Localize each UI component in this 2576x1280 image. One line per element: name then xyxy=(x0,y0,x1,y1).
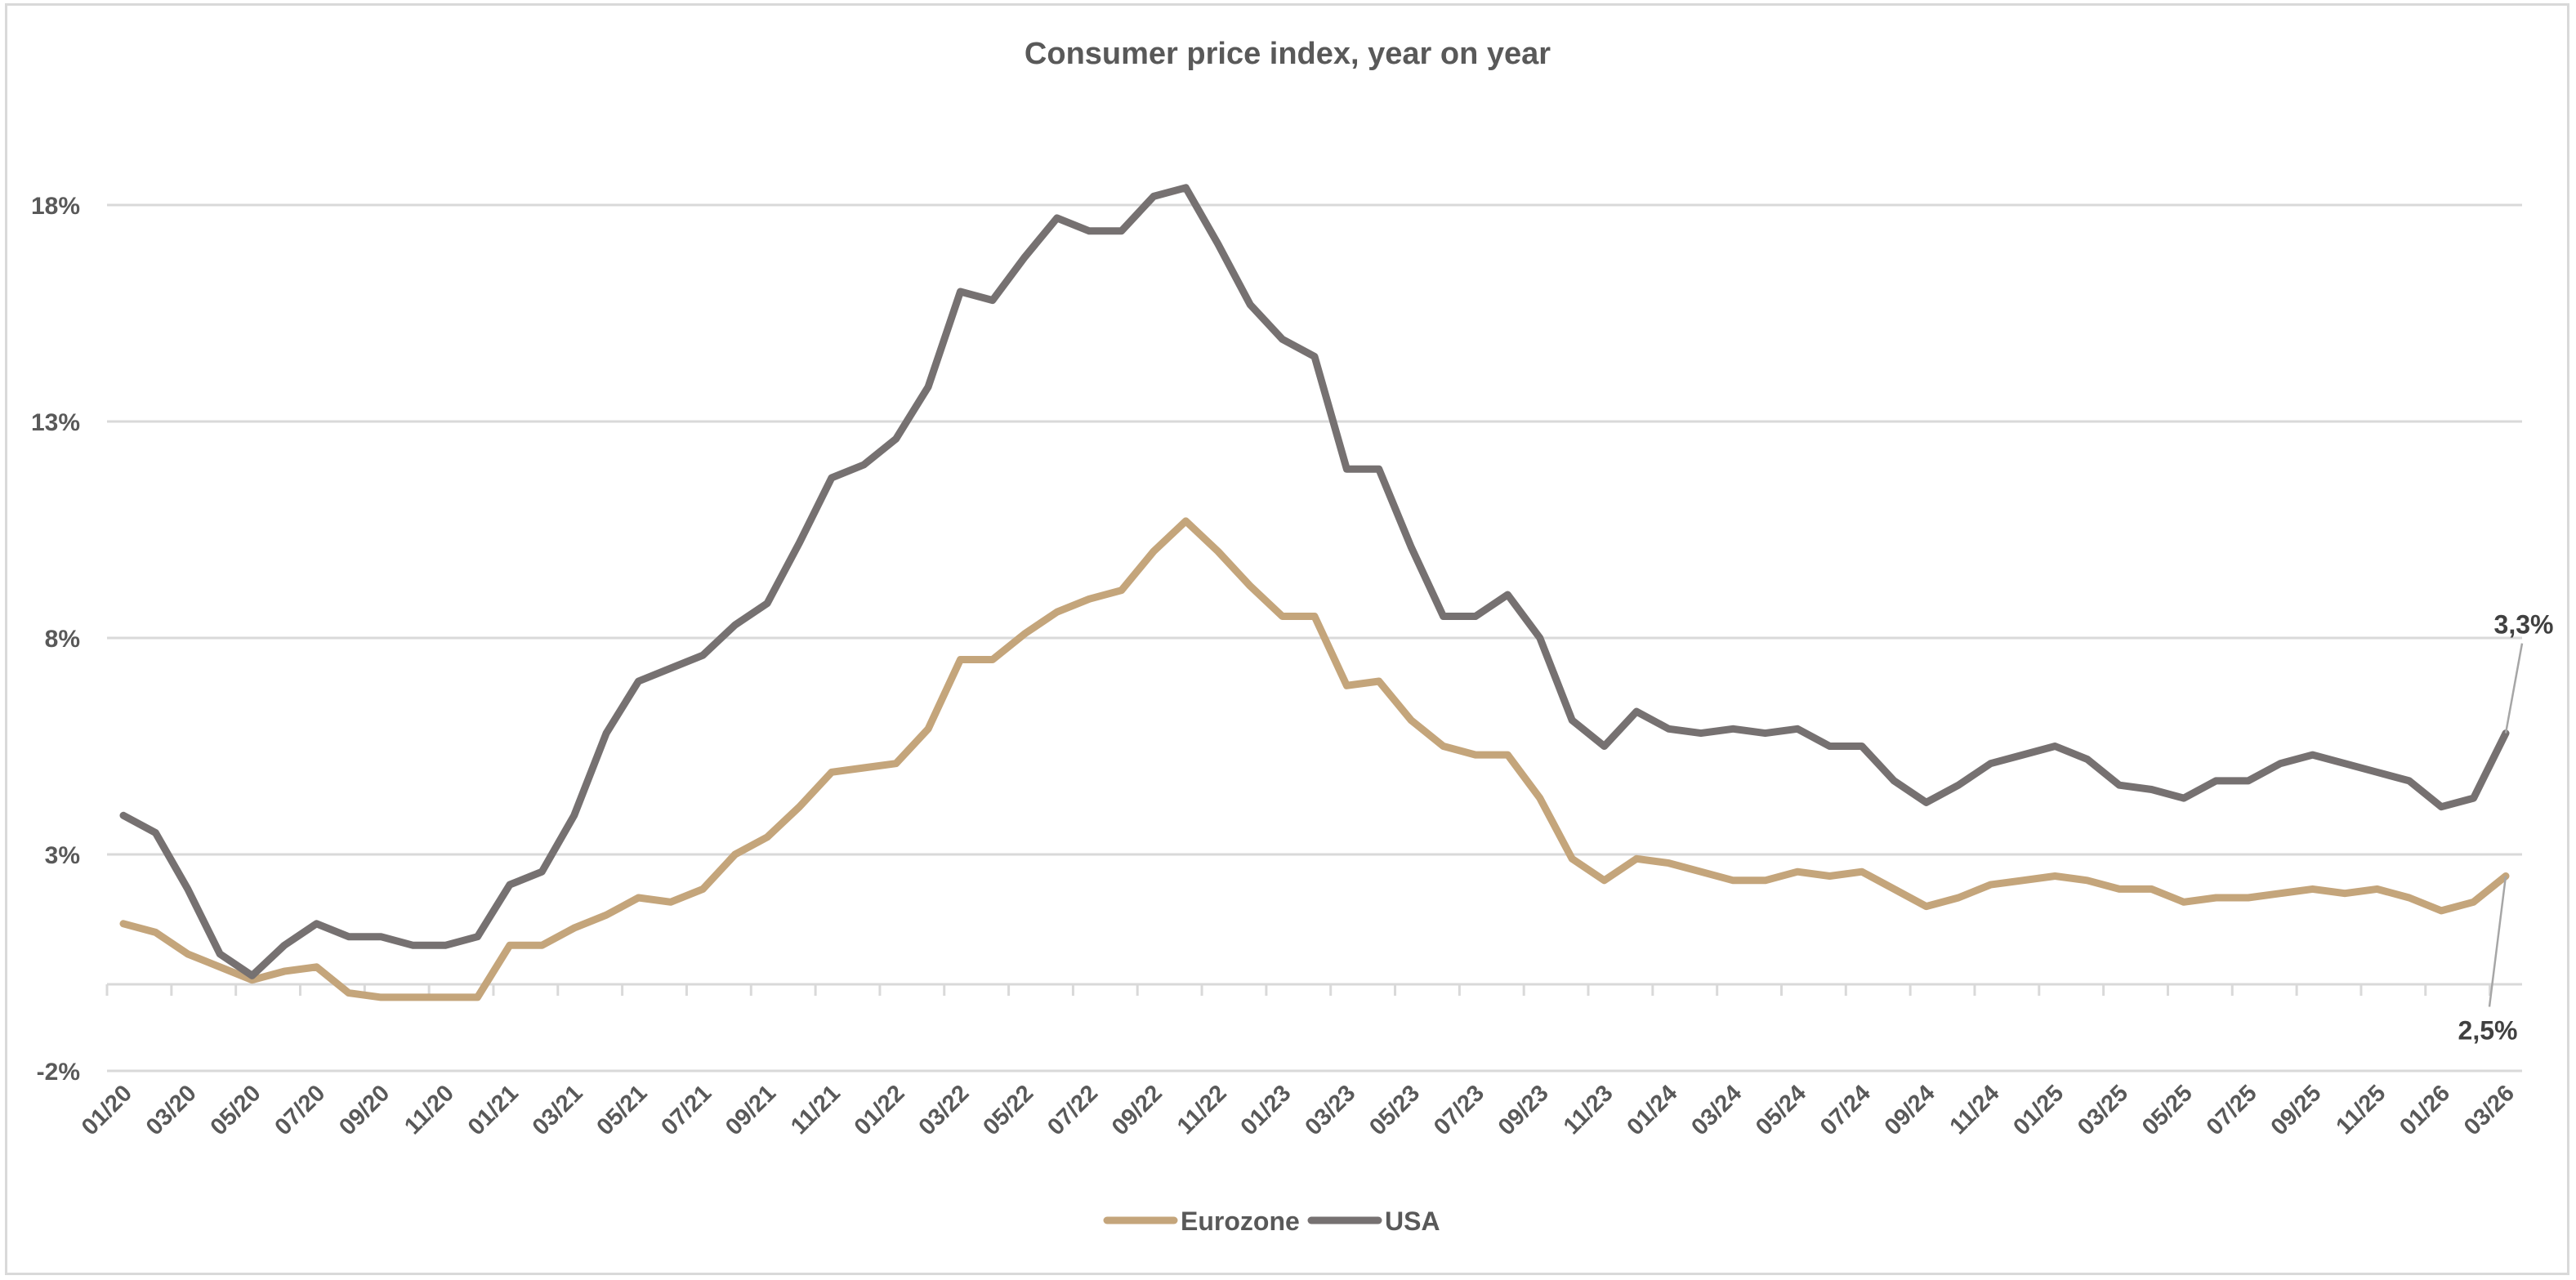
x-tick-label: 01/21 xyxy=(463,1080,524,1140)
x-tick-label: 05/20 xyxy=(206,1080,266,1140)
x-tick-label: 11/22 xyxy=(1172,1080,1232,1140)
x-tick-label: 09/21 xyxy=(721,1080,781,1140)
x-tick-label: 09/24 xyxy=(1880,1080,1940,1140)
x-tick-label: 01/22 xyxy=(850,1080,910,1140)
x-tick-label: 05/23 xyxy=(1364,1080,1425,1140)
end-value-annotations: 2,5% 3,3% xyxy=(2458,610,2554,1046)
x-tick-label: 01/25 xyxy=(2008,1080,2069,1140)
x-tick-label: 07/23 xyxy=(1429,1080,1489,1140)
end-value-label-eurozone: 2,5% xyxy=(2458,1016,2518,1046)
x-tick-label: 05/24 xyxy=(1751,1080,1811,1140)
x-tick-label: 03/26 xyxy=(2459,1080,2520,1140)
y-tick-label: 3% xyxy=(45,842,80,869)
x-tick-label: 07/24 xyxy=(1815,1080,1876,1140)
x-tick-label: 01/20 xyxy=(77,1080,137,1140)
x-tick-label: 03/24 xyxy=(1686,1080,1747,1140)
gridlines xyxy=(107,203,2522,1073)
x-tick-label: 07/22 xyxy=(1042,1080,1103,1140)
annotation-leader-line xyxy=(2488,876,2507,1007)
end-value-label-usa: 3,3% xyxy=(2494,610,2554,640)
x-tick-label: 09/23 xyxy=(1493,1080,1554,1140)
legend-item-eurozone[interactable]: Eurozone xyxy=(1103,1206,1300,1236)
x-tick-label: 11/23 xyxy=(1559,1080,1618,1140)
series-line-eurozone xyxy=(119,517,2510,1001)
y-axis-tick-labels: -2% 3% 8% 13% 18% xyxy=(31,193,80,1086)
x-axis-tick-labels: 01/20 03/20 05/20 07/20 09/20 11/20 01/21 03/21… xyxy=(77,1080,2520,1140)
x-tick-label: 09/22 xyxy=(1107,1080,1167,1140)
y-tick-label: 8% xyxy=(45,626,80,653)
legend-item-usa[interactable]: USA xyxy=(1307,1206,1440,1236)
x-tick-label: 05/21 xyxy=(592,1080,652,1140)
x-tick-label: 07/25 xyxy=(2202,1080,2262,1140)
x-tick-label: 11/25 xyxy=(2332,1080,2391,1140)
x-tick-label: 07/20 xyxy=(270,1080,330,1140)
x-tick-label: 09/20 xyxy=(334,1080,395,1140)
series-lines xyxy=(119,184,2510,1001)
legend-label: USA xyxy=(1385,1206,1440,1236)
x-tick-label: 07/21 xyxy=(656,1080,717,1140)
x-tick-label: 03/25 xyxy=(2073,1080,2133,1140)
x-tick-label: 09/25 xyxy=(2266,1080,2327,1140)
x-tick-label: 11/24 xyxy=(1945,1080,2005,1140)
x-tick-label: 03/22 xyxy=(914,1080,975,1140)
x-tick-label: 03/21 xyxy=(528,1080,588,1140)
x-tick-label: 03/23 xyxy=(1300,1080,1360,1140)
x-tick-label: 01/24 xyxy=(1622,1080,1682,1140)
y-tick-label: -2% xyxy=(37,1059,80,1086)
x-axis xyxy=(105,983,2522,996)
x-tick-label: 11/21 xyxy=(786,1080,846,1140)
x-tick-label: 01/23 xyxy=(1236,1080,1297,1140)
x-tick-label: 11/20 xyxy=(400,1080,459,1140)
x-tick-label: 03/20 xyxy=(141,1080,202,1140)
y-tick-label: 18% xyxy=(31,193,80,220)
legend: Eurozone USA xyxy=(1103,1206,1440,1236)
annotation-leader-line xyxy=(2504,643,2524,734)
y-tick-label: 13% xyxy=(31,409,80,436)
x-tick-label: 01/26 xyxy=(2395,1080,2455,1140)
series-line-usa xyxy=(119,184,2510,979)
chart-title: Consumer price index, year on year xyxy=(1025,37,1551,71)
legend-label: Eurozone xyxy=(1181,1206,1300,1236)
x-tick-label: 05/25 xyxy=(2137,1080,2198,1140)
x-tick-label: 05/22 xyxy=(978,1080,1038,1140)
